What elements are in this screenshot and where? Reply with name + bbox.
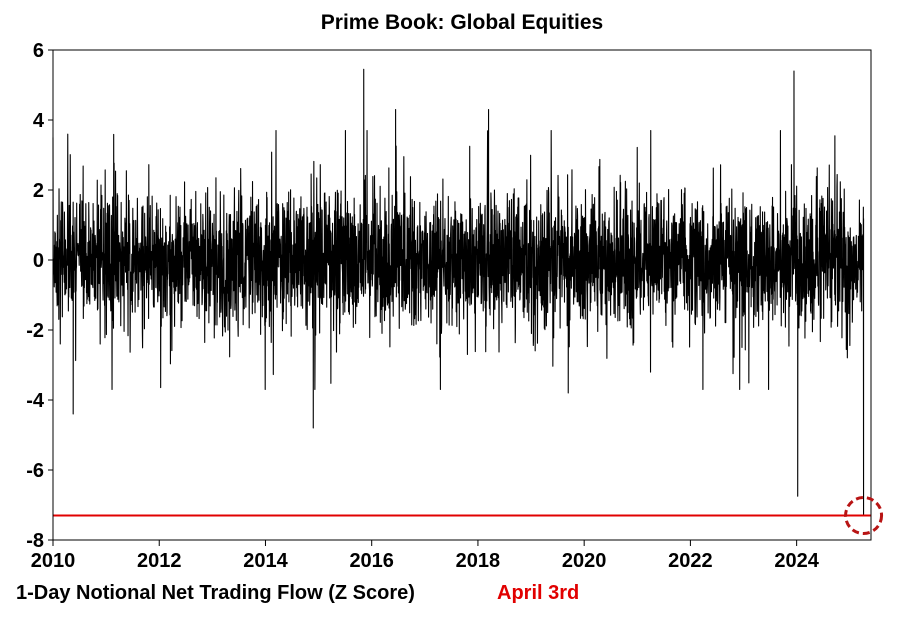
plot-frame <box>52 49 872 541</box>
y-tick-label: 2 <box>33 180 44 202</box>
x-tick-label: 2022 <box>668 550 713 572</box>
x-tick-label: 2010 <box>31 550 76 572</box>
x-axis-label: 1-Day Notional Net Trading Flow (Z Score… <box>16 582 415 604</box>
y-tick-label: -4 <box>26 390 45 412</box>
y-tick-label: -8 <box>26 530 44 552</box>
y-tick-label: 4 <box>33 110 45 132</box>
y-tick-label: 0 <box>33 250 44 272</box>
annotation-label: April 3rd <box>497 582 580 604</box>
x-tick-label: 2020 <box>562 550 607 572</box>
annotation-circle <box>844 496 884 535</box>
plot-area <box>52 68 871 517</box>
y-tick-label: 6 <box>33 40 44 62</box>
series-line <box>52 68 865 517</box>
y-tick-label: -6 <box>26 460 44 482</box>
x-tick-label: 2018 <box>456 550 501 572</box>
x-tick-label: 2012 <box>137 550 182 572</box>
y-tick-label: -2 <box>26 320 44 342</box>
chart-title: Prime Book: Global Equities <box>321 11 603 34</box>
x-tick-label: 2016 <box>349 550 394 572</box>
x-tick-label: 2024 <box>774 550 819 572</box>
x-tick-label: 2014 <box>243 550 288 572</box>
